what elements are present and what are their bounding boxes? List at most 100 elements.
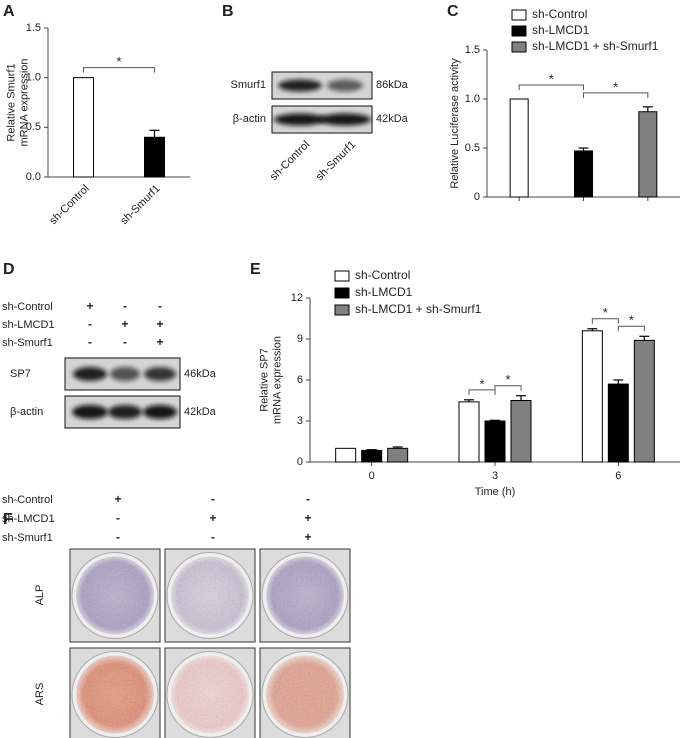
legend-label: sh-LMCD1 [355, 285, 413, 299]
legend-label: sh-LMCD1 + sh-Smurf1 [355, 302, 482, 316]
protein-label: Smurf1 [231, 79, 266, 91]
x-tick-label: sh-Control [47, 183, 91, 227]
protein-label: β-actin [233, 113, 266, 125]
condition-sign: + [209, 511, 216, 525]
blot-band [319, 113, 371, 126]
x-axis-label: Time (h) [475, 486, 516, 498]
panel-letter: E [250, 261, 261, 278]
y-tick-label: 1.0 [26, 72, 41, 84]
condition-sign: - [158, 299, 162, 313]
significance-bracket [583, 92, 649, 98]
condition-sign: - [116, 511, 120, 525]
significance-bracket [518, 84, 584, 90]
legend-swatch [334, 270, 350, 282]
bar [638, 111, 658, 198]
protein-label: β-actin [10, 406, 43, 418]
bar [581, 330, 603, 463]
blot-band [274, 113, 326, 126]
condition-sign: - [211, 492, 215, 506]
y-tick-label: 1.0 [465, 93, 480, 105]
y-tick-label: 9 [297, 333, 303, 345]
size-label: 46kDa [184, 368, 217, 380]
y-tick-label: 0 [297, 456, 303, 468]
legend-swatch [511, 41, 527, 53]
bar [335, 447, 357, 463]
condition-sign: + [156, 317, 163, 331]
well-texture [76, 655, 154, 734]
condition-sign: + [114, 492, 121, 506]
bar [574, 150, 593, 198]
blot-band [72, 404, 108, 420]
condition-sign: - [88, 317, 92, 331]
bar [510, 400, 532, 463]
y-axis-label: Relative Luciferase activity [449, 58, 461, 189]
size-label: 86kDa [376, 79, 409, 91]
size-label: 42kDa [184, 406, 217, 418]
y-axis-label: Relative Smurf1 [5, 63, 17, 141]
blot-band [110, 366, 140, 382]
well-texture [171, 556, 249, 635]
y-tick-label: 6 [297, 374, 303, 386]
protein-label: SP7 [10, 368, 31, 380]
row-label: ARS [34, 683, 46, 706]
condition-sign: - [123, 335, 127, 349]
blot-band [144, 366, 176, 382]
legend-label: sh-Control [532, 7, 587, 21]
blot-band [108, 404, 142, 420]
lane-label: sh-Control [268, 139, 312, 183]
panel-letter: A [3, 3, 15, 20]
condition-sign: + [304, 530, 311, 544]
significance-bracket [591, 318, 619, 324]
y-axis-label: mRNA expression [18, 58, 30, 146]
size-label: 42kDa [376, 113, 409, 125]
significance-label: * [549, 71, 554, 86]
significance-bracket [494, 385, 522, 391]
well-texture [266, 556, 344, 635]
condition-label: sh-Smurf1 [2, 337, 53, 349]
bar [387, 447, 409, 463]
significance-label: * [479, 376, 484, 391]
significance-label: * [505, 372, 510, 387]
significance-bracket [83, 67, 155, 73]
y-tick-label: 0.0 [26, 171, 41, 183]
condition-label: sh-Control [2, 494, 53, 506]
x-tick-label: 3 [492, 470, 498, 482]
panel-letter: F [3, 511, 13, 528]
x-tick-label: 6 [615, 470, 621, 482]
condition-label: sh-LMCD1 [2, 319, 55, 331]
condition-sign: - [306, 492, 310, 506]
y-tick-label: 0 [474, 191, 480, 203]
significance-bracket [468, 389, 496, 395]
significance-label: * [116, 54, 121, 69]
lane-label: sh-Smurf1 [314, 139, 358, 183]
y-tick-label: 12 [291, 292, 303, 304]
condition-label: sh-Smurf1 [2, 532, 53, 544]
legend-label: sh-LMCD1 + sh-Smurf1 [532, 39, 659, 53]
condition-sign: - [116, 530, 120, 544]
condition-sign: + [304, 511, 311, 525]
condition-sign: - [211, 530, 215, 544]
bar [458, 401, 480, 463]
x-tick-label: 0 [369, 470, 375, 482]
legend-swatch [511, 25, 527, 37]
well-texture [171, 655, 249, 734]
bar [73, 77, 94, 178]
y-tick-label: 1.5 [26, 22, 41, 34]
well-texture [76, 556, 154, 635]
significance-label: * [629, 313, 634, 328]
legend-swatch [511, 9, 527, 21]
condition-sign: + [121, 317, 128, 331]
bar [509, 98, 529, 198]
legend-swatch [334, 304, 350, 316]
condition-sign: + [86, 299, 93, 313]
x-tick-label: sh-Smurf1 [118, 183, 162, 227]
legend-swatch [334, 287, 350, 299]
bar [144, 136, 165, 178]
condition-label: sh-LMCD1 [2, 513, 55, 525]
condition-sign: - [123, 299, 127, 313]
y-tick-label: 1.5 [465, 44, 480, 56]
legend-label: sh-LMCD1 [532, 23, 590, 37]
bar [633, 339, 655, 463]
y-tick-label: 0.5 [465, 142, 480, 154]
